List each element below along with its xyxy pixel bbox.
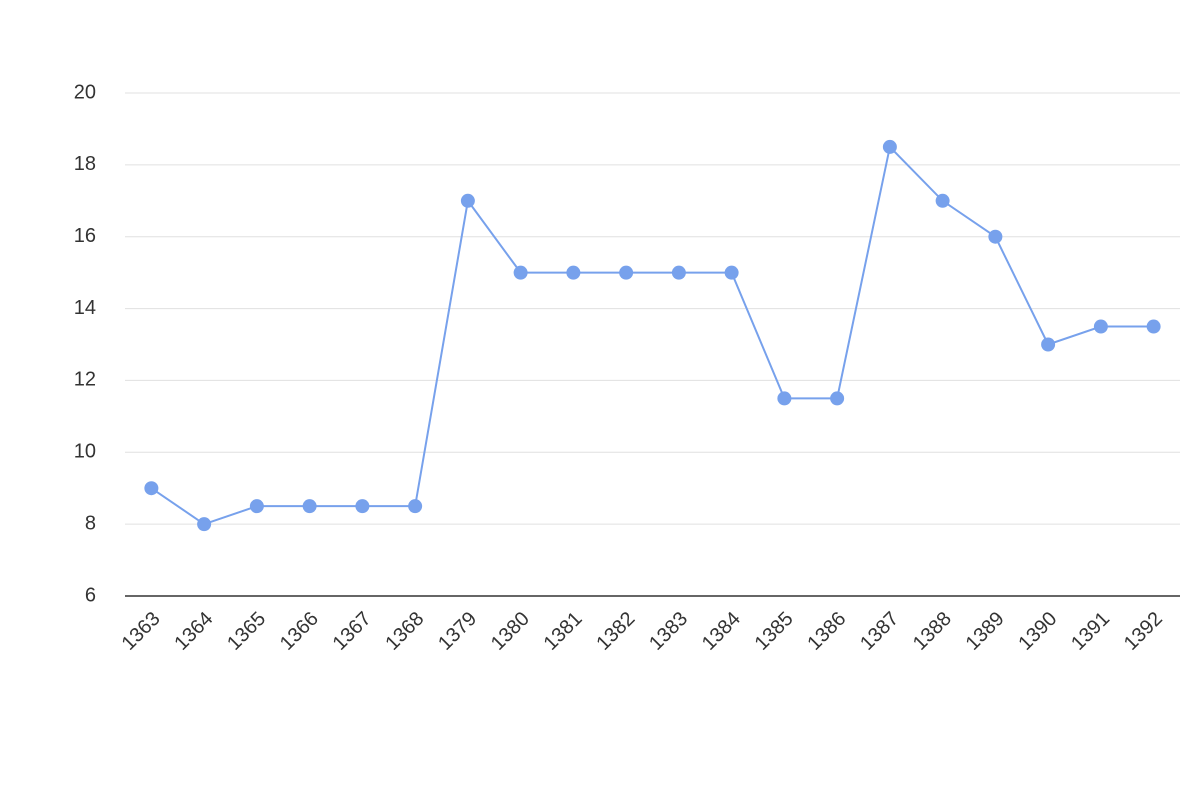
x-tick-label: 1366 <box>276 608 323 655</box>
x-tick-label: 1384 <box>698 608 745 655</box>
data-point <box>566 265 581 280</box>
x-tick-label: 1389 <box>962 608 1009 655</box>
data-point <box>935 193 950 208</box>
x-tick-label: 1385 <box>751 608 798 655</box>
x-tick-label: 1390 <box>1014 608 1061 655</box>
data-point <box>777 391 792 406</box>
y-tick-label: 12 <box>74 369 96 391</box>
x-tick-label: 1383 <box>645 608 692 655</box>
x-tick-label: 1379 <box>434 608 481 655</box>
x-tick-label: 1387 <box>856 608 903 655</box>
data-point <box>1146 319 1161 334</box>
data-point <box>144 481 159 496</box>
x-tick-label: 1388 <box>909 608 956 655</box>
data-point <box>355 499 370 514</box>
series-line <box>150 144 1154 526</box>
data-point <box>1041 337 1056 352</box>
data-point <box>408 499 423 514</box>
data-point <box>249 499 264 514</box>
data-point <box>882 139 897 154</box>
data-point <box>619 265 634 280</box>
x-tick-label: 1367 <box>329 608 376 655</box>
x-tick-label: 1386 <box>803 608 850 655</box>
y-tick-label: 14 <box>74 297 96 319</box>
y-tick-label: 8 <box>85 512 96 534</box>
x-tick-label: 1364 <box>170 608 217 655</box>
data-point <box>830 391 845 406</box>
x-tick-label: 1391 <box>1067 608 1114 655</box>
y-tick-label: 16 <box>74 225 96 247</box>
data-point <box>1093 319 1108 334</box>
data-point <box>671 265 686 280</box>
data-point <box>988 229 1003 244</box>
data-point <box>460 193 475 208</box>
y-tick-label: 10 <box>74 441 96 463</box>
y-tick-label: 20 <box>74 81 96 103</box>
y-tick-label: 18 <box>74 153 96 175</box>
x-tick-label: 1363 <box>118 608 165 655</box>
x-tick-label: 1368 <box>381 608 428 655</box>
x-tick-label: 1382 <box>592 608 639 655</box>
data-point <box>197 517 212 532</box>
data-point <box>302 499 317 514</box>
x-tick-label: 1380 <box>487 608 534 655</box>
x-tick-label: 1392 <box>1120 608 1167 655</box>
data-point <box>513 265 528 280</box>
x-tick-label: 1381 <box>540 608 587 655</box>
y-tick-label: 6 <box>85 584 96 606</box>
x-tick-label: 1365 <box>223 608 270 655</box>
data-point <box>724 265 739 280</box>
